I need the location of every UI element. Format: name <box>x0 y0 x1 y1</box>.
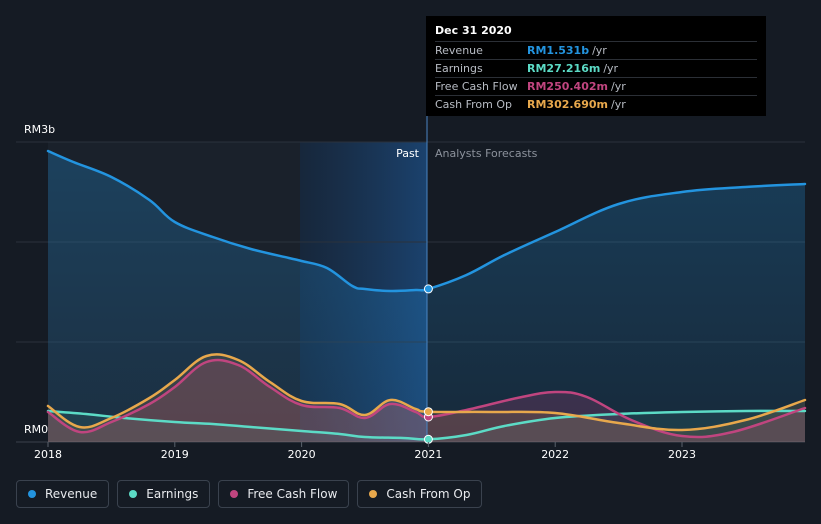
line-free-cash-flow <box>46 358 807 439</box>
marker-revenue <box>423 284 433 294</box>
x-tick-label: 2020 <box>288 448 316 461</box>
past-label: Past <box>396 147 420 160</box>
highlight-markers <box>423 284 433 444</box>
tooltip-date: Dec 31 2020 <box>435 24 512 37</box>
legend-item-free-cash-flow[interactable]: Free Cash Flow <box>218 480 350 508</box>
data-tooltip: Dec 31 2020 Revenue RM1.531b /yr Earning… <box>426 16 766 116</box>
tooltip-unit: /yr <box>610 80 626 93</box>
x-axis-ticks: 2018 2019 2020 2021 2022 2023 <box>34 442 696 461</box>
tooltip-value: RM27.216m <box>527 62 601 75</box>
legend-item-cash-from-op[interactable]: Cash From Op <box>357 480 483 508</box>
chart-legend: Revenue Earnings Free Cash Flow Cash Fro… <box>16 480 483 508</box>
legend-label: Free Cash Flow <box>247 487 338 501</box>
legend-label: Revenue <box>45 487 98 501</box>
legend-dot-icon <box>129 490 138 498</box>
marker-cash-from-op <box>423 407 433 417</box>
tooltip-unit: /yr <box>610 98 626 111</box>
y-axis-top-label: RM3b <box>24 123 55 136</box>
tooltip-value: RM1.531b <box>527 44 590 57</box>
area-cash-from-op <box>48 354 805 442</box>
tooltip-row-cash-from-op: Cash From Op RM302.690m /yr <box>435 95 757 113</box>
x-tick-label: 2018 <box>34 448 62 461</box>
tooltip-label: Cash From Op <box>435 98 513 111</box>
x-tick-label: 2019 <box>161 448 189 461</box>
legend-label: Cash From Op <box>386 487 471 501</box>
tooltip-label: Earnings <box>435 62 483 75</box>
tooltip-label: Revenue <box>435 44 483 57</box>
legend-dot-icon <box>28 490 36 498</box>
x-tick-label: 2022 <box>541 448 569 461</box>
legend-dot-icon <box>369 490 378 498</box>
line-earnings <box>46 409 807 441</box>
legend-item-revenue[interactable]: Revenue <box>16 480 110 508</box>
tooltip-unit: /yr <box>603 62 619 75</box>
tooltip-row-revenue: Revenue RM1.531b /yr <box>435 41 757 59</box>
line-revenue <box>46 149 807 293</box>
legend-item-earnings[interactable]: Earnings <box>117 480 211 508</box>
area-earnings <box>48 410 805 442</box>
line-cash-from-op <box>46 353 807 432</box>
series-lines <box>46 149 807 441</box>
tooltip-row-free-cash-flow: Free Cash Flow RM250.402m /yr <box>435 77 757 95</box>
y-axis-bottom-label: RM0 <box>24 423 48 436</box>
tooltip-value: RM302.690m <box>527 98 608 111</box>
tooltip-label: Free Cash Flow <box>435 80 518 93</box>
tooltip-row-earnings: Earnings RM27.216m /yr <box>435 59 757 77</box>
forecast-label: Analysts Forecasts <box>435 147 538 160</box>
legend-label: Earnings <box>146 487 199 501</box>
x-tick-label: 2023 <box>668 448 696 461</box>
x-tick-label: 2021 <box>414 448 442 461</box>
tooltip-unit: /yr <box>592 44 607 57</box>
legend-dot-icon <box>230 490 239 498</box>
tooltip-value: RM250.402m <box>527 80 608 93</box>
